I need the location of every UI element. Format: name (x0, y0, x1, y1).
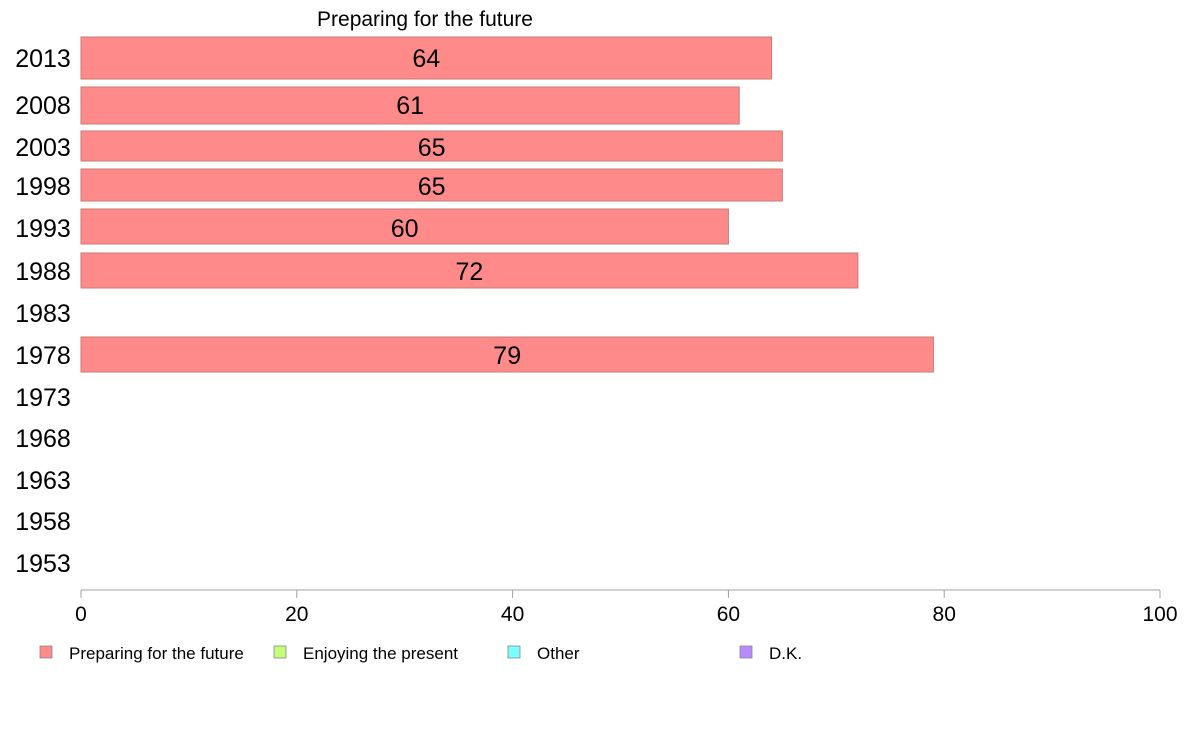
data-label-1988: 72 (456, 258, 484, 286)
data-label-2008: 61 (396, 92, 424, 120)
legend: Preparing for the future Enjoying the pre… (39, 644, 802, 663)
x-axis: 0 20 40 60 80 100 (75, 589, 1178, 626)
data-label-1978: 79 (493, 342, 521, 370)
data-label-1993: 60 (391, 215, 419, 243)
x-tick-label-40: 40 (501, 603, 524, 626)
bar-group: 64 61 65 65 60 72 79 (80, 36, 934, 373)
x-tick-label-100: 100 (1142, 603, 1177, 626)
category-label-2003: 2003 (15, 134, 71, 162)
bar-1988 (80, 252, 859, 289)
category-label-1993: 1993 (15, 215, 71, 243)
bar-2003 (80, 130, 783, 162)
category-label-1983: 1983 (15, 300, 71, 328)
legend-swatch-2 (507, 645, 521, 659)
category-label-1978: 1978 (15, 342, 71, 370)
bar-1993 (80, 208, 729, 245)
legend-label-1: Enjoying the present (303, 644, 458, 663)
category-label-1998: 1998 (15, 173, 71, 201)
category-label-1963: 1963 (15, 467, 71, 495)
category-label-1968: 1968 (15, 425, 71, 453)
bar-2008 (80, 86, 740, 125)
x-tick-label-20: 20 (285, 603, 308, 626)
x-tick-label-0: 0 (75, 603, 87, 626)
legend-label-0: Preparing for the future (69, 644, 244, 663)
category-label-2008: 2008 (15, 92, 71, 120)
bar-2013 (80, 36, 773, 80)
bar-1978 (80, 336, 934, 373)
x-tick-label-60: 60 (717, 603, 740, 626)
legend-label-3: D.K. (769, 644, 802, 663)
data-label-1998: 65 (418, 173, 446, 201)
legend-label-2: Other (537, 644, 580, 663)
legend-swatch-3 (739, 645, 753, 659)
chart-title: Preparing for the future (317, 8, 533, 31)
category-labels: 2013 2008 2003 1998 1993 1988 1983 1978 1973 1968… (15, 45, 71, 578)
category-label-1953: 1953 (15, 550, 71, 578)
category-label-2013: 2013 (15, 45, 71, 73)
data-label-2003: 65 (418, 134, 446, 162)
legend-swatch-1 (273, 645, 287, 659)
data-label-2013: 64 (412, 45, 440, 73)
bar-1998 (80, 168, 783, 202)
category-label-1988: 1988 (15, 258, 71, 286)
legend-swatch-0 (39, 645, 53, 659)
x-tick-label-80: 80 (933, 603, 956, 626)
category-label-1958: 1958 (15, 508, 71, 536)
category-label-1973: 1973 (15, 384, 71, 412)
